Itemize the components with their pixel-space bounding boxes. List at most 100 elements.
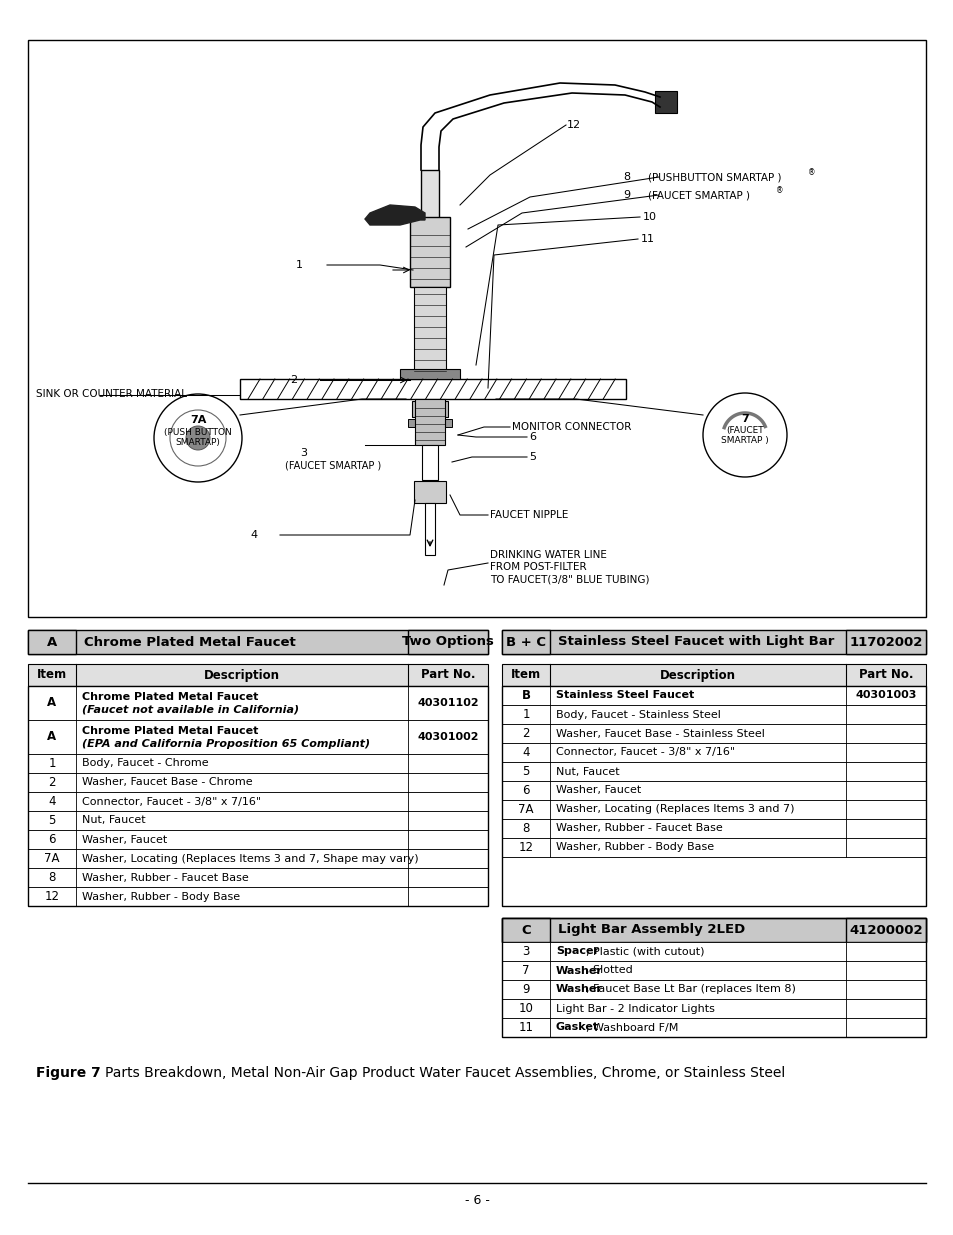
Bar	[414, 287, 446, 377]
Text: Item: Item	[37, 668, 67, 682]
Text: (Faucet not available in California): (Faucet not available in California)	[82, 705, 299, 715]
Text: 11702002: 11702002	[848, 636, 922, 648]
Bar	[399, 369, 459, 379]
Bar	[655, 91, 677, 112]
Circle shape	[153, 394, 242, 482]
Bar	[501, 705, 925, 724]
Bar	[28, 685, 488, 720]
Bar	[501, 999, 925, 1018]
Bar	[501, 743, 925, 762]
Text: Chrome Plated Metal Faucet: Chrome Plated Metal Faucet	[84, 636, 295, 648]
Bar	[28, 887, 488, 906]
Bar	[501, 800, 925, 819]
Bar	[28, 720, 488, 755]
Bar	[501, 918, 925, 1037]
Bar	[501, 664, 925, 685]
Bar	[28, 868, 488, 887]
Bar	[28, 664, 488, 685]
Text: 3: 3	[521, 945, 529, 958]
Text: , Slotted: , Slotted	[585, 966, 632, 976]
Bar	[501, 630, 550, 655]
Text: Part No.: Part No.	[858, 668, 912, 682]
Text: Description: Description	[204, 668, 280, 682]
Bar	[408, 419, 452, 427]
Bar	[424, 503, 435, 555]
Text: 11: 11	[640, 233, 655, 245]
Bar	[240, 379, 625, 399]
Text: SINK OR COUNTER MATERIAL: SINK OR COUNTER MATERIAL	[36, 389, 187, 399]
Bar	[412, 401, 448, 417]
Text: TO FAUCET(3/8" BLUE TUBING): TO FAUCET(3/8" BLUE TUBING)	[490, 574, 649, 584]
Bar	[414, 480, 446, 503]
Bar	[501, 918, 550, 942]
Text: 4: 4	[49, 795, 55, 808]
Text: A: A	[48, 697, 56, 709]
Text: 40301102: 40301102	[416, 698, 478, 708]
Text: Washer, Rubber - Body Base: Washer, Rubber - Body Base	[556, 842, 714, 852]
Bar	[28, 630, 488, 655]
Text: Nut, Faucet: Nut, Faucet	[556, 767, 619, 777]
Text: Washer, Locating (Replaces Items 3 and 7): Washer, Locating (Replaces Items 3 and 7…	[556, 804, 794, 815]
Bar	[845, 630, 925, 655]
Bar	[28, 830, 488, 848]
Text: Washer, Faucet: Washer, Faucet	[82, 835, 167, 845]
Text: Parts Breakdown, Metal Non-Air Gap Product Water Faucet Assemblies, Chrome, or S: Parts Breakdown, Metal Non-Air Gap Produ…	[105, 1066, 784, 1079]
Text: 12: 12	[45, 890, 59, 903]
Text: Description: Description	[659, 668, 735, 682]
Text: Connector, Faucet - 3/8" x 7/16": Connector, Faucet - 3/8" x 7/16"	[556, 747, 735, 757]
Bar	[501, 981, 925, 999]
Bar	[501, 961, 925, 981]
Text: 8: 8	[521, 823, 529, 835]
Text: ®: ®	[775, 186, 782, 195]
Polygon shape	[365, 205, 424, 225]
Text: Connector, Faucet - 3/8" x 7/16": Connector, Faucet - 3/8" x 7/16"	[82, 797, 261, 806]
Bar	[28, 630, 76, 655]
Text: C: C	[520, 924, 530, 936]
Text: 2: 2	[49, 776, 55, 789]
Text: B + C: B + C	[505, 636, 545, 648]
Bar	[501, 1018, 925, 1037]
Text: Spacer: Spacer	[556, 946, 598, 956]
Text: 9: 9	[521, 983, 529, 995]
Text: Light Bar Assembly 2LED: Light Bar Assembly 2LED	[558, 924, 744, 936]
Circle shape	[702, 393, 786, 477]
Bar	[28, 848, 488, 868]
Text: 40301002: 40301002	[416, 732, 478, 742]
Text: , Faucet Base Lt Bar (replaces Item 8): , Faucet Base Lt Bar (replaces Item 8)	[585, 984, 795, 994]
Bar	[501, 857, 925, 906]
Text: (PUSHBUTTON SMARTAP ): (PUSHBUTTON SMARTAP )	[647, 172, 781, 182]
Text: 6: 6	[49, 832, 55, 846]
Text: FROM POST-FILTER: FROM POST-FILTER	[490, 562, 586, 572]
Bar	[501, 839, 925, 857]
Text: 1: 1	[521, 708, 529, 721]
Text: 8: 8	[622, 172, 630, 182]
Text: Figure 7: Figure 7	[36, 1066, 101, 1079]
Text: (EPA and California Proposition 65 Compliant): (EPA and California Proposition 65 Compl…	[82, 739, 370, 748]
Text: Part No.: Part No.	[420, 668, 475, 682]
Circle shape	[186, 426, 210, 450]
Text: 1: 1	[295, 261, 303, 270]
Text: FAUCET NIPPLE: FAUCET NIPPLE	[490, 510, 568, 520]
Polygon shape	[420, 83, 659, 170]
Text: 7A: 7A	[517, 803, 533, 816]
Text: (FAUCET: (FAUCET	[725, 426, 763, 435]
Text: DRINKING WATER LINE: DRINKING WATER LINE	[490, 550, 606, 559]
Bar	[410, 217, 450, 287]
Bar	[501, 819, 925, 839]
Text: Washer, Locating (Replaces Items 3 and 7, Shape may vary): Washer, Locating (Replaces Items 3 and 7…	[82, 853, 418, 863]
Text: SMARTAP): SMARTAP)	[175, 438, 220, 447]
Text: Body, Faucet - Chrome: Body, Faucet - Chrome	[82, 758, 209, 768]
Bar	[420, 170, 438, 285]
Bar	[28, 755, 488, 773]
Text: (PUSH BUTTON: (PUSH BUTTON	[164, 427, 232, 436]
Bar	[28, 685, 488, 906]
Text: 40301003: 40301003	[855, 690, 916, 700]
Text: Item: Item	[511, 668, 540, 682]
Text: Washer, Rubber - Faucet Base: Washer, Rubber - Faucet Base	[82, 872, 249, 883]
Text: Washer, Faucet Base - Chrome: Washer, Faucet Base - Chrome	[82, 778, 253, 788]
Text: Washer, Faucet: Washer, Faucet	[556, 785, 640, 795]
Text: (FAUCET SMARTAP ): (FAUCET SMARTAP )	[285, 459, 381, 471]
Text: 2: 2	[521, 727, 529, 740]
Bar	[421, 445, 437, 480]
Text: 7: 7	[740, 414, 748, 424]
